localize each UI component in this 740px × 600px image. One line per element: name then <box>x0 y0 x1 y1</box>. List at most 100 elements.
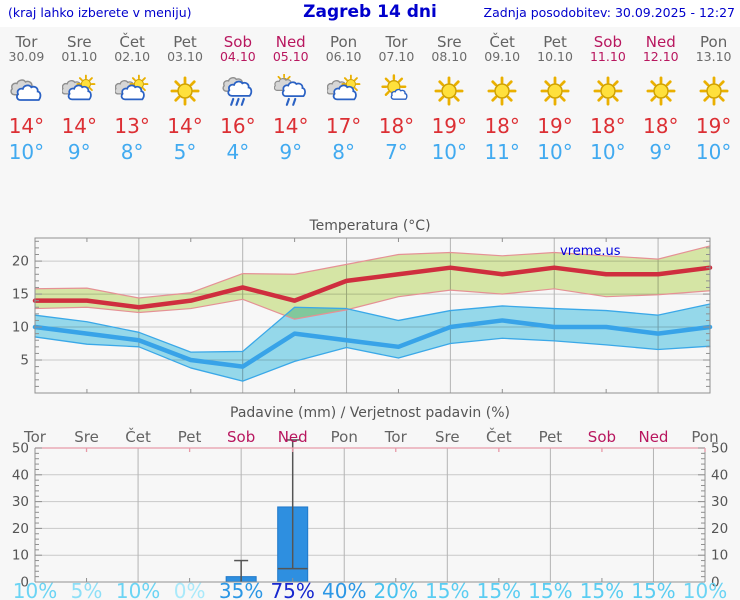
sunny-icon <box>432 74 466 108</box>
day-name: Pon <box>700 33 728 51</box>
sunny-icon <box>644 74 678 108</box>
day-name: Ned <box>645 33 676 51</box>
day-name: Sob <box>223 33 252 51</box>
temp-low: 8° <box>120 140 144 164</box>
day-column: Sre 08.10 19° 10° <box>423 27 476 177</box>
day-date: 03.10 <box>167 49 203 64</box>
probability-label: 15% <box>528 579 572 600</box>
probability-label: 10% <box>683 579 727 600</box>
temperature-chart: Temperatura (°C) 5 10 15 20 vreme.us <box>0 215 740 401</box>
temp-high: 16° <box>220 114 256 138</box>
temp-low: 11° <box>484 140 520 164</box>
precip-day-label: Sob <box>227 428 255 446</box>
temp-min-band-upper-edge <box>34 303 711 353</box>
mostly-sunny-icon <box>379 74 413 108</box>
day-date: 06.10 <box>325 49 362 64</box>
temp-max-band-lower-edge <box>34 288 711 320</box>
temp-high: 14° <box>273 114 309 138</box>
y-axis-label-left: 10 <box>12 548 29 564</box>
precip-day-label: Sre <box>74 428 99 446</box>
precipitation-chart: Padavine (mm) / Verjetnost padavin (%) 0… <box>0 402 740 600</box>
day-date: 13.10 <box>695 49 732 64</box>
day-date: 02.10 <box>114 49 151 64</box>
temp-max-band-upper-edge <box>34 245 711 299</box>
y-axis-label-left: 30 <box>12 494 29 510</box>
temp-high: 19° <box>431 114 468 138</box>
partly-cloudy-icon <box>62 74 96 108</box>
y-axis-label-right: 40 <box>711 467 728 483</box>
last-update-text: Zadnja posodobitev: 30.09.2025 - 12:27 <box>483 5 735 20</box>
plot-border <box>34 237 711 394</box>
forecast-strip: Tor 30.09 14° 10° Sre 01.10 14° 9° Čet 0… <box>0 27 740 177</box>
day-name: Tor <box>385 33 408 51</box>
day-name: Pet <box>543 33 567 51</box>
y-axis-label-right: 20 <box>711 521 728 537</box>
y-axis-label-right: 0 <box>711 575 720 591</box>
probability-label: 10% <box>13 579 57 600</box>
y-axis-label-left: 0 <box>20 575 29 591</box>
day-column: Pet 10.10 19° 10° <box>529 27 582 177</box>
day-name: Pon <box>329 33 358 51</box>
day-date: 09.10 <box>484 49 521 64</box>
rain-icon <box>221 74 255 108</box>
probability-label: 40% <box>322 579 366 600</box>
day-column: Sre 01.10 14° 9° <box>53 27 106 177</box>
day-column: Pet 03.10 14° 5° <box>159 27 212 177</box>
temp-low: 4° <box>226 140 250 164</box>
day-date: 07.10 <box>378 49 415 64</box>
temp-high: 14° <box>61 114 98 138</box>
precip-day-label: Pon <box>691 428 718 446</box>
probability-label: 20% <box>374 579 418 600</box>
sunny-icon <box>168 74 202 108</box>
sunny-icon <box>591 74 625 108</box>
day-name: Čet <box>119 33 145 51</box>
y-axis-label-right: 30 <box>711 494 728 510</box>
day-name: Tor <box>15 33 38 51</box>
sunny-icon <box>485 74 519 108</box>
probability-label: 0% <box>174 579 206 600</box>
temp-high: 19° <box>537 114 573 138</box>
probability-label: 10% <box>116 579 160 600</box>
day-name: Sre <box>437 33 462 51</box>
day-column: Tor 30.09 14° 10° <box>0 27 53 177</box>
day-date: 10.10 <box>537 49 573 64</box>
temp-low: 9° <box>279 140 303 164</box>
day-date: 01.10 <box>61 49 98 64</box>
day-column: Sob 04.10 16° 4° <box>211 27 264 177</box>
cloudy-icon <box>9 74 43 108</box>
temp-low: 7° <box>385 140 408 164</box>
watermark-link[interactable]: vreme.us <box>560 244 621 259</box>
temp-high: 18° <box>643 114 679 138</box>
temp-low: 10° <box>695 140 732 164</box>
precip-day-label: Pet <box>178 428 202 446</box>
page-title: Zagreb 14 dni <box>303 2 437 22</box>
day-date: 04.10 <box>219 49 256 64</box>
temp-low: 10° <box>537 140 573 164</box>
probability-label: 15% <box>477 579 521 600</box>
sunny-icon <box>697 74 731 108</box>
y-axis-label: 20 <box>12 254 29 270</box>
y-axis-label-left: 50 <box>12 441 29 457</box>
day-column: Čet 02.10 13° 8° <box>106 27 159 177</box>
day-date: 05.10 <box>272 49 309 64</box>
precip-day-label: Tor <box>384 428 408 446</box>
precip-day-label: Pet <box>539 428 563 446</box>
temp-high: 13° <box>114 114 150 138</box>
day-name: Sob <box>593 33 622 51</box>
partly-cloudy-icon <box>327 74 361 108</box>
probability-label: 15% <box>580 579 624 600</box>
temp-low: 9° <box>67 140 91 164</box>
day-date: 12.10 <box>642 49 679 64</box>
day-column: Pon 13.10 19° 10° <box>687 27 740 177</box>
temp-high: 14° <box>8 114 45 138</box>
temp-max-line <box>32 265 713 310</box>
day-name: Sre <box>66 33 92 51</box>
precip-day-label: Ned <box>278 428 308 446</box>
temp-low: 8° <box>332 140 355 164</box>
probability-label: 15% <box>425 579 469 600</box>
temp-low: 10° <box>8 140 45 164</box>
y-axis-label: 5 <box>20 353 29 369</box>
precip-day-label: Ned <box>638 428 668 446</box>
